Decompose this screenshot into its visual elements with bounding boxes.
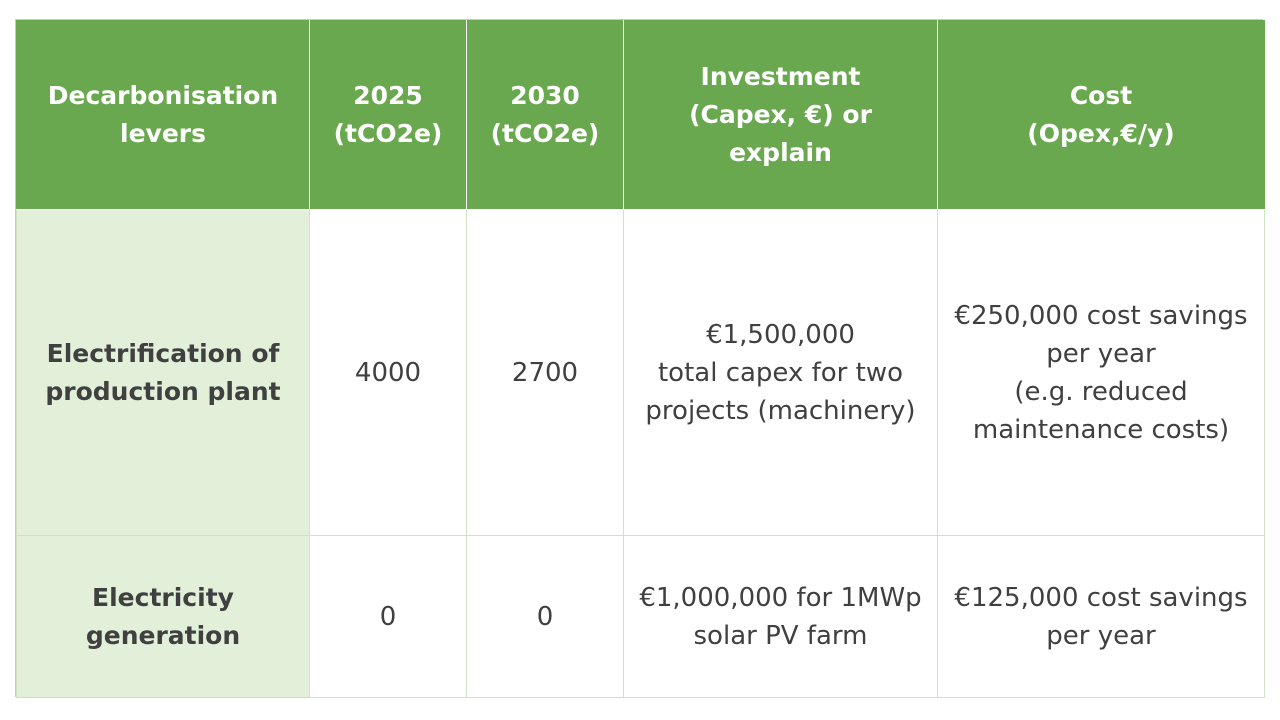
cell-2030: 2700 bbox=[466, 209, 624, 536]
decarbonisation-table-container: Decarbonisation levers 2025 (tCO2e) 2030… bbox=[15, 19, 1265, 698]
header-2030: 2030 (tCO2e) bbox=[466, 20, 624, 210]
cell-investment: €1,500,000 total capex for two projects … bbox=[623, 209, 938, 536]
cell-2025: 4000 bbox=[309, 209, 467, 536]
table-row: Electrification of production plant 4000… bbox=[16, 209, 1265, 536]
cell-cost: €125,000 cost savings per year bbox=[937, 535, 1265, 698]
cell-investment: €1,000,000 for 1MWp solar PV farm bbox=[623, 535, 938, 698]
row-label-electrification: Electrification of production plant bbox=[16, 209, 310, 536]
header-2025: 2025 (tCO2e) bbox=[309, 20, 467, 210]
decarbonisation-levers-table: Decarbonisation levers 2025 (tCO2e) 2030… bbox=[16, 20, 1265, 698]
table-row: Electricity generation 0 0 €1,000,000 fo… bbox=[16, 535, 1265, 698]
cell-2025: 0 bbox=[309, 535, 467, 698]
header-cost: Cost (Opex,€/y) bbox=[937, 20, 1265, 210]
header-investment: Investment (Capex, €) or explain bbox=[623, 20, 938, 210]
row-label-electricity-generation: Electricity generation bbox=[16, 535, 310, 698]
table-header-row: Decarbonisation levers 2025 (tCO2e) 2030… bbox=[16, 20, 1265, 210]
cell-2030: 0 bbox=[466, 535, 624, 698]
cell-cost: €250,000 cost savings per year (e.g. red… bbox=[937, 209, 1265, 536]
header-decarbonisation-levers: Decarbonisation levers bbox=[16, 20, 310, 210]
